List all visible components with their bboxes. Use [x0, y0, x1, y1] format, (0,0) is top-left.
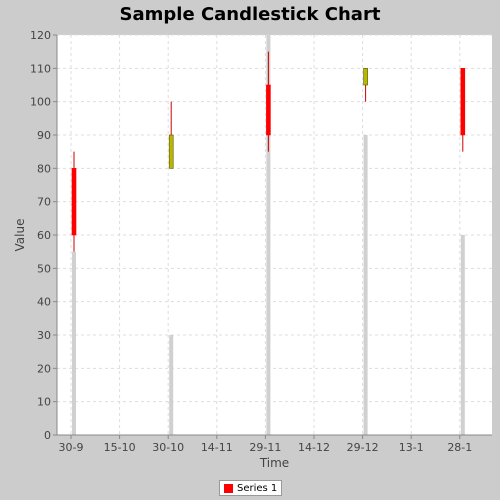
x-tick-label: 15-10: [104, 441, 136, 454]
axes: 0 10 20 30 40 50 60 70 80 90 100 110 120 30-9 15-10 30-…: [30, 29, 492, 454]
candle-body: [460, 68, 466, 136]
candle-body: [363, 68, 368, 86]
legend: Series 1: [219, 480, 283, 496]
candle-body: [168, 134, 174, 169]
y-axis-label: Value: [13, 219, 27, 252]
y-tick-label: 20: [37, 362, 51, 375]
x-tick-label: 28-1: [447, 441, 472, 454]
candlesticks: [71, 51, 466, 252]
x-axis-label: Time: [259, 456, 289, 470]
y-tick-label: 0: [44, 429, 51, 442]
x-tick-label: 13-1: [399, 441, 424, 454]
chart-title: Sample Candlestick Chart: [119, 4, 381, 25]
y-tick-label: 60: [37, 229, 51, 242]
volume-bar: [460, 235, 465, 435]
y-tick-label: 100: [30, 96, 51, 109]
y-tick-label: 50: [37, 262, 51, 275]
y-tick-label: 40: [37, 296, 51, 309]
x-tick-label: 14-11: [201, 441, 233, 454]
volume-bar: [169, 335, 174, 435]
x-tick-label: 29-11: [249, 441, 281, 454]
candle-body: [71, 168, 77, 236]
x-tick-label: 14-12: [298, 441, 330, 454]
y-tick-label: 90: [37, 129, 51, 142]
y-tick-label: 10: [37, 396, 51, 409]
legend-swatch-series-1: [224, 483, 233, 493]
volume-bars: [72, 35, 465, 435]
x-tick-label: 29-12: [347, 441, 379, 454]
volume-bar: [363, 135, 368, 435]
y-tick-label: 120: [30, 29, 51, 42]
candle-body: [266, 84, 271, 136]
legend-label-series-1: Series 1: [237, 482, 278, 494]
volume-bar: [266, 35, 271, 435]
y-tick-label: 80: [37, 162, 51, 175]
y-tick-label: 30: [37, 329, 51, 342]
y-tick-label: 70: [37, 196, 51, 209]
x-tick-label: 30-10: [152, 441, 184, 454]
volume-bar: [72, 251, 76, 435]
y-tick-label: 110: [30, 62, 51, 75]
x-tick-label: 30-9: [59, 441, 84, 454]
